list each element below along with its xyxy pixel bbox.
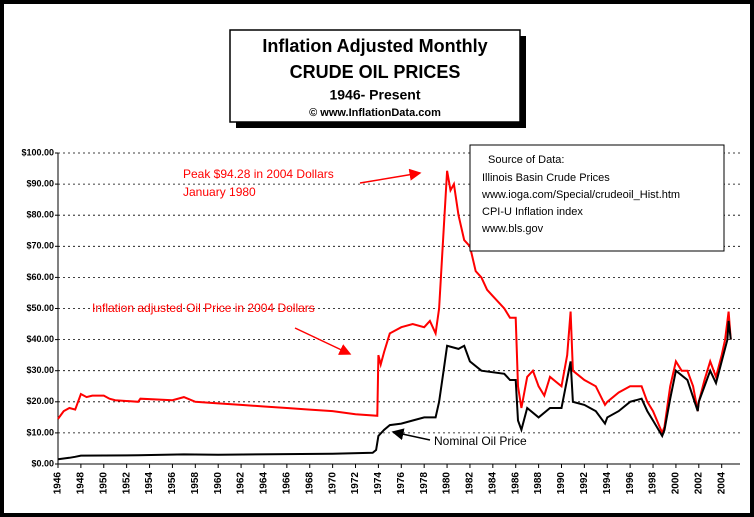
x-tick-label: 1946 <box>53 472 64 495</box>
series-label: Nominal Oil Price <box>434 434 527 448</box>
x-tick-label: 1954 <box>144 472 155 495</box>
x-tick-label: 1960 <box>213 472 224 495</box>
title: Inflation Adjusted Monthly <box>262 36 487 56</box>
x-tick-label: 1948 <box>76 472 87 495</box>
title-box <box>229 29 521 123</box>
x-tick-label: 2000 <box>671 472 682 495</box>
annotation: January 1980 <box>183 185 256 199</box>
annotation-arrow <box>294 327 352 355</box>
y-tick-label: $20.00 <box>26 396 54 406</box>
x-tick-label: 1962 <box>236 472 247 495</box>
plot-area: $0.00 $10.00 $20.00 $30.00 $40.00 $50.00 $60.0… <box>21 147 740 494</box>
series-line <box>57 320 732 461</box>
x-tick-label: 1974 <box>373 472 384 495</box>
x-tick-label: 1992 <box>579 472 590 495</box>
x-tick-label: 1994 <box>602 472 613 495</box>
x-tick-label: 1982 <box>465 472 476 495</box>
x-tick-label: 1998 <box>648 472 659 495</box>
y-tick-label: $70.00 <box>26 241 54 251</box>
x-tick-label: 1996 <box>625 472 636 495</box>
x-tick-label: 1976 <box>396 472 407 495</box>
x-tick-label: 1990 <box>556 472 567 495</box>
series-line <box>57 170 732 436</box>
y-tick-label: $80.00 <box>26 210 54 220</box>
x-tick-label: 1950 <box>98 472 109 495</box>
y-tick-label: $50.00 <box>26 303 54 313</box>
source-text: CPI-U Inflation index <box>482 206 583 218</box>
source-text: www.bls.gov <box>481 223 544 235</box>
x-tick-label: 1952 <box>121 472 132 495</box>
source-box <box>469 144 725 252</box>
x-tick-label: 1958 <box>190 472 201 495</box>
source-text: www.ioga.com/Special/crudeoil_Hist.htm <box>481 189 680 201</box>
x-tick-label: 1966 <box>281 472 292 495</box>
y-tick-label: $0.00 <box>31 458 54 468</box>
y-tick-label: $90.00 <box>26 178 54 188</box>
y-tick-label: $100.00 <box>21 147 54 157</box>
y-tick-label: $30.00 <box>26 365 54 375</box>
subtitle: 1946- Present <box>329 87 420 103</box>
x-tick-label: 1970 <box>327 472 338 495</box>
annotation-arrow <box>359 168 422 184</box>
x-tick-label: 1986 <box>510 472 521 495</box>
x-tick-label: 2002 <box>693 472 704 495</box>
x-tick-label: 1972 <box>350 472 361 495</box>
y-tick-label: $40.00 <box>26 334 54 344</box>
y-tick-label: $10.00 <box>26 427 54 437</box>
x-tick-label: 1984 <box>487 472 498 495</box>
source-text: Illinois Basin Crude Prices <box>482 172 610 184</box>
x-tick-label: 1978 <box>419 472 430 495</box>
annotation-arrow <box>391 428 431 441</box>
y-tick-label: $60.00 <box>26 272 54 282</box>
x-tick-label: 2004 <box>716 472 727 495</box>
credit: © www.InflationData.com <box>309 107 441 119</box>
title: CRUDE OIL PRICES <box>290 62 461 82</box>
x-tick-label: 1968 <box>304 472 315 495</box>
series-label: Inflation adjusted Oil Price in 2004 Dol… <box>92 301 315 315</box>
x-tick-label: 1956 <box>167 472 178 495</box>
annotation: Peak $94.28 in 2004 Dollars <box>183 167 334 181</box>
x-tick-label: 1964 <box>259 472 270 495</box>
source-text: Source of Data: <box>488 154 564 166</box>
x-tick-label: 1980 <box>442 472 453 495</box>
x-tick-label: 1988 <box>533 472 544 495</box>
